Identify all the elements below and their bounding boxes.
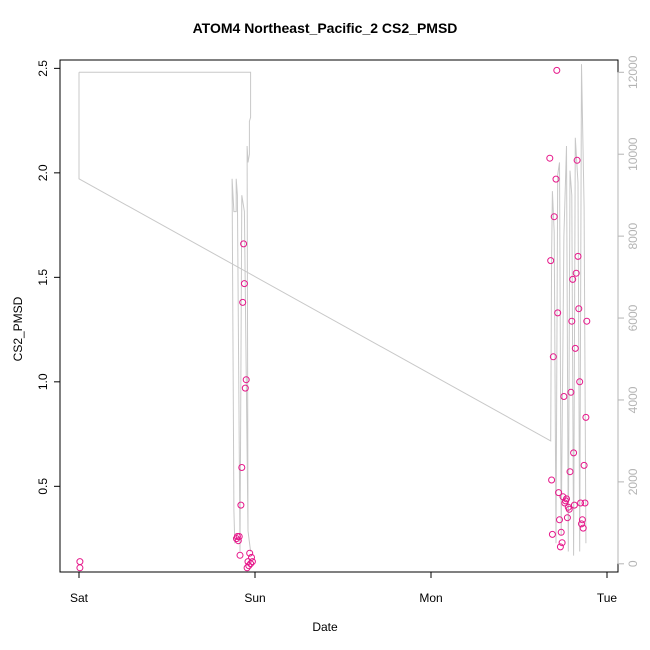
data-point: [248, 553, 255, 561]
x-tick-label: Sun: [244, 591, 265, 605]
line-layer: [78, 64, 587, 556]
data-point: [574, 252, 582, 260]
data-point: [549, 353, 557, 361]
x-tick-label: Sat: [70, 591, 89, 605]
data-point: [580, 461, 588, 469]
series-line-sunday: [79, 71, 252, 552]
data-point: [242, 376, 250, 384]
data-point: [570, 449, 578, 457]
data-point: [553, 66, 561, 74]
y2-tick-label: 8000: [626, 222, 640, 249]
y2-tick-label: 4000: [626, 386, 640, 413]
data-point: [556, 543, 564, 551]
right-axis: 0 2000 4000 6000 8000 10000 12000: [617, 55, 640, 567]
chart-title: ATOM4 Northeast_Pacific_2 CS2_PMSD: [192, 20, 458, 36]
data-point: [235, 533, 243, 540]
y2-tick-label: 6000: [626, 304, 640, 331]
y-tick-label: 1.5: [36, 269, 50, 286]
plot-frame: [59, 59, 619, 573]
x-tick-label: Mon: [419, 591, 442, 605]
data-point: [556, 516, 563, 524]
y2-tick-label: 12000: [626, 55, 640, 89]
data-point: [571, 344, 579, 352]
y-tick-label: 0.5: [36, 478, 50, 495]
data-point: [558, 539, 566, 547]
data-point: [238, 464, 246, 471]
data-point: [560, 393, 568, 400]
left-axis: 0.5 1.0 1.5 2.0 2.5: [36, 60, 61, 495]
data-point: [234, 537, 242, 545]
data-point: [555, 489, 563, 497]
data-point: [581, 499, 589, 507]
data-point: [569, 275, 577, 283]
series-line: [78, 64, 587, 556]
bottom-axis: Sat Sun Mon Tue: [70, 571, 618, 605]
data-point: [76, 558, 84, 566]
data-point: [552, 175, 560, 183]
data-point: [245, 562, 253, 570]
data-point: [582, 413, 590, 421]
data-point: [578, 516, 586, 524]
data-point: [579, 524, 587, 532]
data-point: [572, 269, 580, 277]
data-point: [548, 476, 556, 484]
data-point: [570, 501, 578, 509]
data-point: [546, 154, 554, 162]
y2-tick-label: 10000: [626, 137, 640, 171]
data-point: [578, 520, 585, 528]
y-tick-label: 1.0: [36, 373, 50, 390]
data-point: [547, 257, 555, 265]
data-point: [567, 388, 575, 396]
x-tick-label: Tue: [597, 591, 618, 605]
data-point: [240, 280, 248, 288]
data-point: [237, 501, 245, 509]
data-point: [566, 468, 574, 476]
data-point: [575, 305, 583, 313]
y-tick-label: 2.5: [36, 60, 50, 77]
x-axis-label: Date: [312, 620, 338, 634]
data-point: [248, 558, 256, 566]
data-point: [240, 240, 248, 248]
data-point: [550, 213, 558, 221]
data-point: [568, 317, 576, 325]
data-point: [573, 156, 581, 164]
y-tick-label: 2.0: [36, 164, 50, 181]
point-layer: [76, 66, 591, 572]
y2-tick-label: 0: [626, 560, 640, 567]
data-point: [557, 528, 565, 536]
data-point: [565, 505, 573, 513]
data-point: [583, 317, 591, 325]
data-point: [241, 384, 249, 392]
y2-tick-label: 2000: [626, 468, 640, 495]
data-point: [76, 564, 84, 572]
data-point: [577, 499, 585, 507]
data-point: [563, 495, 570, 503]
data-point: [554, 309, 562, 317]
data-point: [239, 298, 247, 306]
data-point: [548, 530, 556, 538]
data-point: [246, 549, 254, 557]
data-point: [576, 378, 584, 386]
data-point: [236, 551, 244, 559]
data-point: [563, 514, 571, 522]
